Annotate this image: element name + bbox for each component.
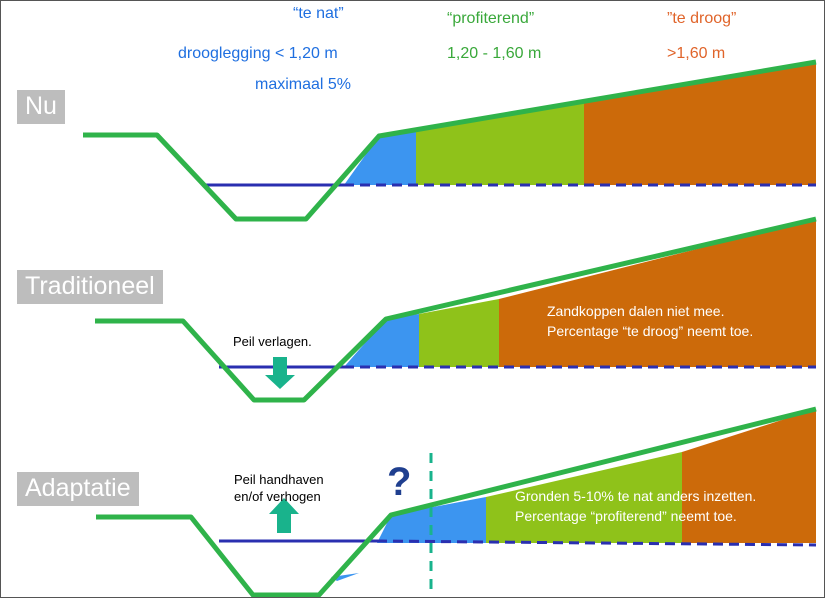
adaptatie-text-line2: Percentage “profiterend” neemt toe.: [515, 508, 737, 524]
adaptatie-wet-zone: [377, 497, 486, 543]
traditioneel-wet-zone: [344, 314, 419, 367]
panel-adaptatie: [96, 406, 817, 597]
panel-traditioneel: [95, 216, 817, 403]
adaptatie-text-line1: Gronden 5-10% te nat anders inzetten.: [515, 488, 757, 504]
adaptatie-arrow-note-line1: Peil handhaven: [234, 472, 324, 487]
adaptatie-dry-zone: [682, 409, 816, 543]
adaptatie-small-wedge: [331, 573, 359, 581]
adaptatie-up-arrow: [269, 498, 299, 533]
legend-wet-title: “te nat”: [293, 5, 344, 22]
scenario-label-adaptatie: Adaptatie: [17, 472, 139, 506]
adaptatie-arrow-note-line2: en/of verhogen: [234, 489, 321, 504]
traditioneel-text-line2: Percentage “te droog” neemt toe.: [547, 323, 754, 339]
nu-terrain-profile: [83, 59, 817, 222]
nu-profit-zone: [416, 102, 584, 185]
traditioneel-text-line1: Zandkoppen dalen niet mee.: [547, 303, 725, 319]
legend-wet-range: drooglegging < 1,20 m: [178, 45, 338, 62]
scenario-label-nu: Nu: [17, 90, 65, 124]
legend-dry-range: >1,60 m: [667, 45, 726, 62]
traditioneel-profit-zone: [419, 299, 499, 367]
traditioneel-down-arrow: [265, 357, 295, 389]
legend-profit-title: “profiterend”: [447, 10, 535, 27]
traditioneel-arrow-note: Peil verlagen.: [233, 334, 312, 349]
adaptatie-question-mark: ?: [387, 460, 412, 504]
panel-nu: [83, 59, 817, 222]
scenario-label-traditioneel: Traditioneel: [17, 270, 163, 304]
traditioneel-terrain-profile: [95, 216, 817, 403]
nu-wet-zone: [344, 130, 416, 185]
adaptatie-profit-zone: [486, 452, 682, 543]
legend-wet-max: maximaal 5%: [255, 76, 352, 93]
legend-dry-title: ”te droog”: [667, 10, 737, 27]
adaptatie-water-level-dashed: [376, 539, 817, 547]
adaptatie-terrain-profile: [96, 406, 817, 597]
legend-profit-range: 1,20 - 1,60 m: [447, 45, 542, 62]
traditioneel-dry-zone: [499, 219, 816, 367]
